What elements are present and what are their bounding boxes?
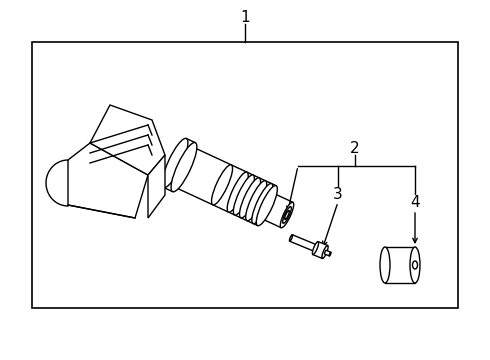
Ellipse shape: [413, 261, 417, 269]
Polygon shape: [290, 235, 326, 255]
Ellipse shape: [329, 252, 331, 256]
Bar: [32, 42, 458, 308]
Ellipse shape: [290, 235, 293, 241]
Ellipse shape: [240, 178, 261, 218]
Polygon shape: [227, 172, 276, 226]
Ellipse shape: [322, 246, 328, 258]
Ellipse shape: [256, 185, 277, 226]
Polygon shape: [164, 139, 196, 192]
Polygon shape: [313, 242, 328, 258]
Text: 2: 2: [350, 140, 360, 156]
Ellipse shape: [233, 175, 254, 215]
Polygon shape: [175, 147, 246, 212]
Ellipse shape: [212, 165, 233, 205]
Polygon shape: [148, 155, 165, 218]
Text: 3: 3: [333, 186, 343, 202]
Ellipse shape: [245, 181, 267, 221]
Text: 1: 1: [240, 9, 250, 24]
Ellipse shape: [380, 247, 390, 283]
Text: 4: 4: [410, 194, 420, 210]
Polygon shape: [261, 193, 293, 228]
Ellipse shape: [227, 172, 248, 212]
Ellipse shape: [252, 184, 273, 224]
Polygon shape: [324, 250, 331, 256]
Ellipse shape: [312, 242, 318, 255]
Polygon shape: [90, 105, 165, 175]
Polygon shape: [68, 143, 148, 218]
Ellipse shape: [280, 202, 294, 228]
Ellipse shape: [162, 138, 188, 188]
Ellipse shape: [171, 143, 197, 192]
Ellipse shape: [410, 247, 420, 283]
Bar: [385, 247, 415, 283]
